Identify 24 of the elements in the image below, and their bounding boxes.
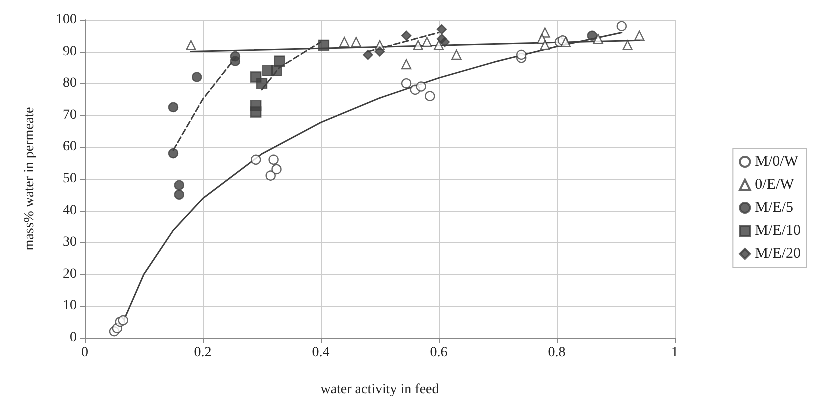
y-tick-label: 70 xyxy=(63,108,77,123)
y-axis-title: mass% water in permeate xyxy=(22,107,38,251)
legend-label: M/E/10 xyxy=(755,223,802,239)
y-tick-label: 60 xyxy=(63,140,77,155)
y-tick-label: 100 xyxy=(56,12,77,28)
y-tick-label: 50 xyxy=(63,172,77,186)
x-tick-label: 1 xyxy=(672,346,678,360)
y-tick-label: 20 xyxy=(63,266,77,282)
x-tick-label: 0.6 xyxy=(430,346,448,360)
x-axis-title: water activity in feed xyxy=(320,382,440,398)
legend-label: M/E/5 xyxy=(755,200,794,216)
y-tick-label: 40 xyxy=(63,203,77,218)
legend-label: M/0/W xyxy=(755,154,800,170)
y-tick-label: 30 xyxy=(63,235,77,250)
y-tick-label: 0 xyxy=(70,330,77,346)
x-tick-label: 0.8 xyxy=(548,346,566,360)
x-tick-label: 0 xyxy=(82,346,88,360)
y-tick-label: 80 xyxy=(63,76,77,92)
legend-label: M/E/20 xyxy=(755,246,802,262)
legend-label: 0/E/W xyxy=(755,177,796,193)
y-tick-label: 90 xyxy=(63,44,77,60)
x-tick-label: 0.4 xyxy=(312,346,330,360)
y-tick-label: 10 xyxy=(63,298,77,314)
x-tick-label: 0.2 xyxy=(194,346,212,360)
